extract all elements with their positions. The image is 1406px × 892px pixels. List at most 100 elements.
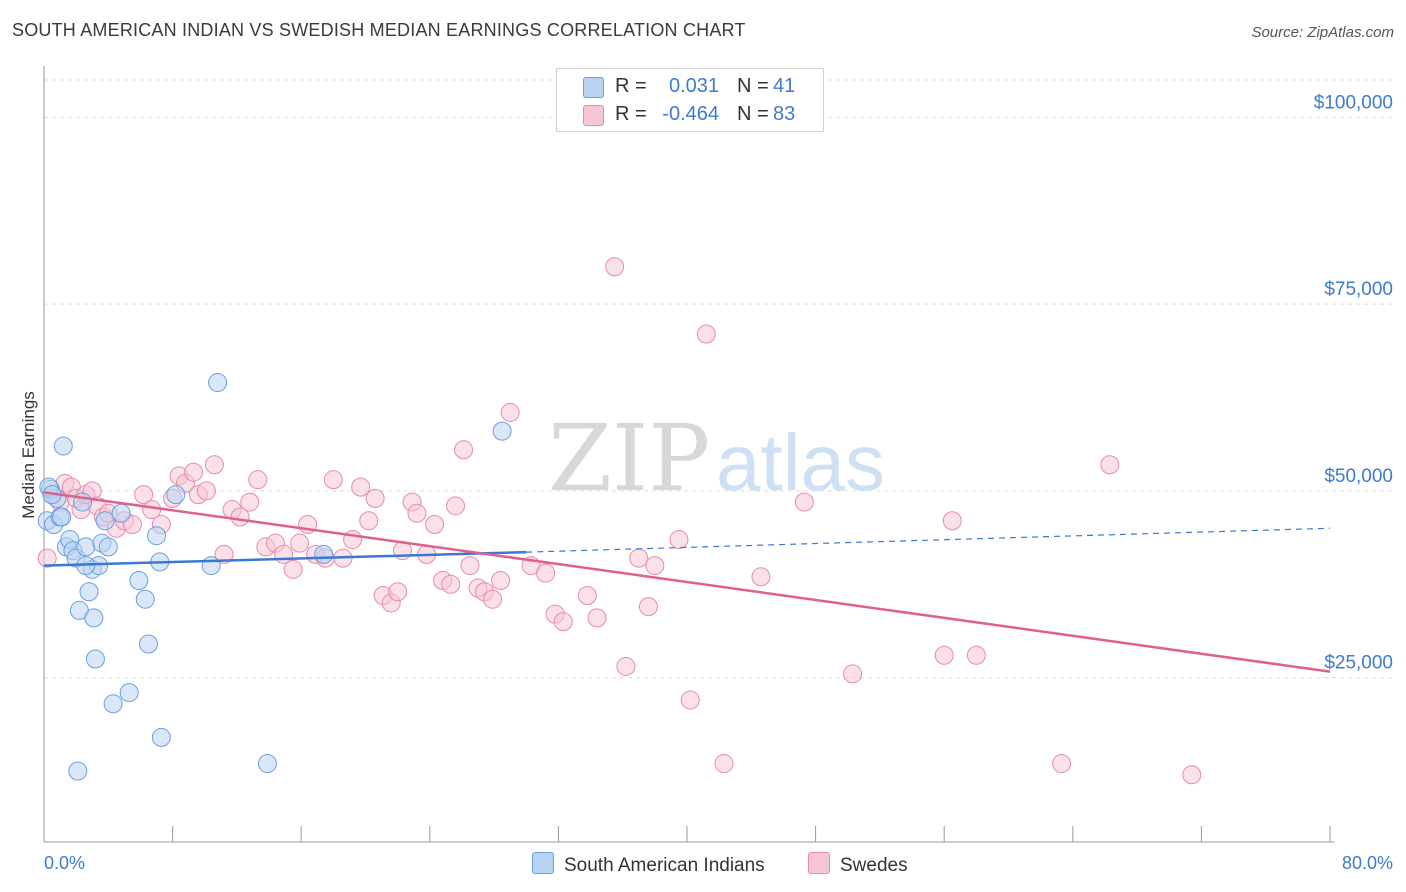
y-tick-label: $50,000	[1324, 466, 1393, 487]
south-american-indians-point	[52, 507, 72, 527]
x-tick-labels: 0.0% 80.0%	[44, 853, 1393, 873]
swedes-point	[204, 455, 224, 475]
swedes-point	[587, 608, 607, 628]
legend-swatch-pink	[583, 105, 604, 126]
swedes-point	[482, 589, 502, 609]
swedes-point	[794, 492, 814, 512]
y-tick-labels: $25,000 $50,000 $75,000 $100,000	[1314, 92, 1393, 673]
correlation-legend: R = 0.031 N = 41 R = -0.464 N = 83	[556, 68, 824, 132]
x-tick-label: 0.0%	[44, 853, 85, 873]
south-american-indians-point	[492, 421, 512, 441]
bottom-legend-label: South American Indians	[564, 855, 765, 876]
legend-r-label: R =	[615, 75, 647, 97]
bottom-legend-swatch-blue	[532, 852, 554, 874]
bottom-legend-south-american-indians: South American Indians	[532, 852, 765, 877]
legend-r-label: R =	[615, 103, 647, 125]
south-american-indians-point	[138, 634, 158, 654]
y-axis-label: Median Earnings	[19, 391, 38, 519]
swedes-point	[669, 529, 689, 549]
south-american-indians-point	[68, 761, 88, 781]
swedes-point	[214, 544, 234, 564]
swedes-point	[934, 645, 954, 665]
swedes-points	[37, 257, 1202, 785]
y-tick-label: $25,000	[1324, 653, 1393, 674]
swedes-point	[183, 462, 203, 482]
legend-n-value: 41	[773, 75, 796, 97]
swedes-point	[696, 324, 716, 344]
swedes-point	[248, 470, 268, 490]
swedes-point	[196, 481, 216, 501]
swedes-point	[491, 571, 511, 591]
source-attribution: Source: ZipAtlas.com	[1251, 24, 1394, 41]
swedes-point	[680, 690, 700, 710]
bottom-legend-swatch-pink	[808, 852, 830, 874]
legend-n-value: 83	[773, 103, 796, 125]
swedes-point	[407, 503, 427, 523]
swedes-point	[536, 563, 556, 583]
bottom-legend-swedes: Swedes	[808, 852, 908, 877]
south-american-indians-point	[103, 694, 123, 714]
axes	[43, 66, 1334, 843]
swedes-point	[553, 612, 573, 632]
swedes-point	[290, 533, 310, 553]
y-tick-label: $75,000	[1324, 279, 1393, 300]
legend-n-label: N =	[737, 75, 769, 97]
x-tick-label: 80.0%	[1342, 853, 1393, 873]
swedes-trend-line	[43, 491, 1331, 673]
swedes-point	[37, 548, 57, 568]
swedes-point	[966, 645, 986, 665]
swedes-point	[645, 556, 665, 576]
south-american-indians-trend-extension	[526, 527, 1331, 553]
watermark: ZIP atlas	[548, 405, 885, 512]
swedes-point	[323, 470, 343, 490]
legend-r-value: 0.031	[668, 75, 719, 97]
south-american-indians-point	[201, 556, 221, 576]
south-american-indians-point	[314, 544, 334, 564]
south-american-indians-point	[166, 485, 186, 505]
south-american-indians-point	[129, 571, 149, 591]
swedes-point	[843, 664, 863, 684]
legend-row-south-american-indians: R = 0.031 N = 41	[557, 73, 823, 101]
grid-lines	[44, 79, 1393, 679]
swedes-point	[122, 515, 142, 534]
south-american-indians-point	[79, 582, 99, 602]
swedes-point	[1182, 765, 1202, 785]
south-american-indians-point	[119, 683, 139, 703]
swedes-point	[714, 754, 734, 774]
south-american-indians-point	[84, 608, 104, 628]
swedes-point	[577, 585, 597, 605]
legend-r-value: -0.464	[662, 103, 719, 125]
swedes-point	[460, 556, 480, 576]
legend-n-label: N =	[737, 103, 769, 125]
swedes-point	[605, 257, 625, 277]
watermark-atlas: atlas	[716, 418, 885, 507]
swedes-point	[446, 496, 466, 516]
swedes-point	[751, 567, 771, 587]
swedes-point	[359, 511, 379, 531]
swedes-point	[134, 485, 154, 505]
swedes-point	[942, 511, 962, 531]
south-american-indians-point	[257, 754, 277, 774]
swedes-point	[1052, 754, 1072, 774]
south-american-indians-point	[111, 503, 131, 523]
swedes-point	[365, 488, 385, 508]
south-american-indians-point	[208, 373, 228, 393]
swedes-point	[388, 582, 408, 602]
swedes-point	[425, 515, 445, 534]
south-american-indians-point	[95, 511, 115, 531]
south-american-indians-point	[151, 727, 171, 747]
south-american-indians-point	[135, 589, 155, 609]
south-american-indians-point	[53, 436, 73, 456]
south-american-indians-point	[147, 526, 167, 546]
swedes-point	[343, 529, 363, 549]
south-american-indians-point	[85, 649, 105, 669]
trend-lines	[43, 491, 1331, 673]
swedes-point	[616, 656, 636, 676]
legend-swatch-blue	[583, 77, 604, 98]
watermark-zip: ZIP	[548, 405, 710, 512]
south-american-indians-point	[76, 537, 96, 557]
y-tick-label: $100,000	[1314, 92, 1393, 113]
south-american-indians-point	[98, 537, 118, 557]
swedes-point	[240, 492, 260, 512]
